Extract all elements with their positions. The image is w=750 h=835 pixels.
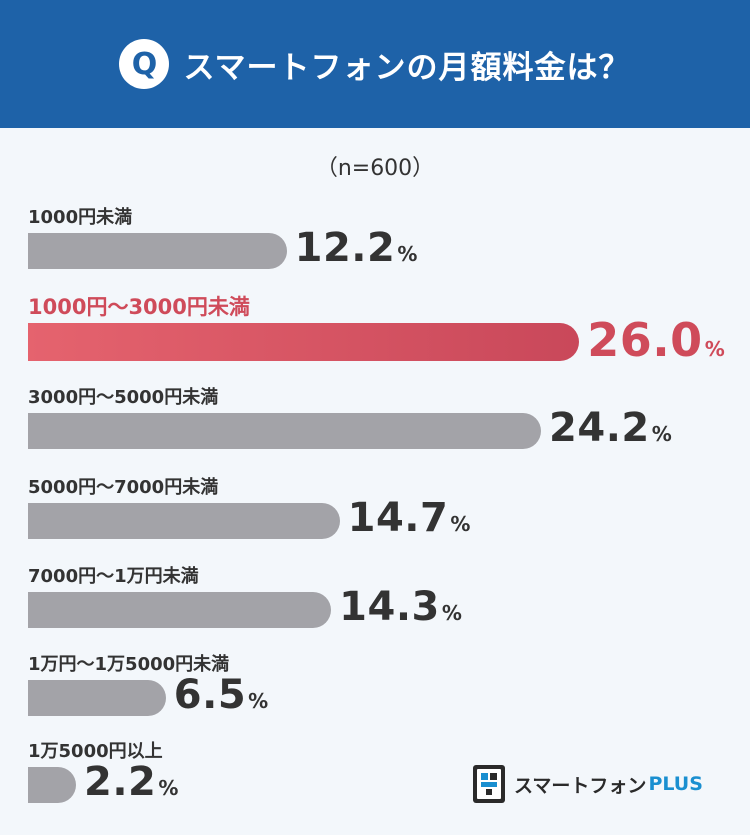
category-label: 7000円～1万円未満 <box>28 566 199 587</box>
category-label: 5000円～7000円未満 <box>28 477 219 498</box>
value-number: 2.2 <box>84 759 157 805</box>
bar <box>28 323 580 361</box>
category-label: 1万円～1万5000円未満 <box>28 654 230 675</box>
value-label: 14.3% <box>339 584 462 630</box>
value-unit: % <box>158 776 179 800</box>
value-unit: % <box>704 337 725 361</box>
value-label: 12.2% <box>295 225 418 271</box>
value-unit: % <box>450 512 471 536</box>
value-number: 6.5 <box>173 672 247 718</box>
value-number: 24.2 <box>549 405 650 451</box>
category-label: 1万5000円以上 <box>28 741 163 762</box>
value-label: 2.2% <box>84 759 178 805</box>
value-number: 14.7 <box>347 495 449 541</box>
value-number: 26.0 <box>587 313 703 367</box>
category-label: 1000円～3000円未満 <box>28 295 250 319</box>
bar <box>28 503 340 539</box>
bar <box>28 592 332 628</box>
logo-text-plus: PLUS <box>648 773 703 795</box>
value-number: 12.2 <box>294 225 396 271</box>
value-label: 26.0% <box>587 313 725 367</box>
sample-size-note: （n=600） <box>315 156 435 181</box>
category-label: 1000円未満 <box>28 207 133 228</box>
value-unit: % <box>248 689 269 713</box>
logo-text: スマートフォン <box>514 774 647 797</box>
value-unit: % <box>651 422 672 446</box>
value-unit: % <box>441 601 462 625</box>
chart-title: スマートフォンの月額料金は？ <box>183 49 631 86</box>
brand-logo: スマートフォン PLUS <box>472 764 703 804</box>
value-label: 14.7% <box>348 495 471 541</box>
bar <box>28 680 166 716</box>
smartphone-plus-logo-icon <box>473 765 505 803</box>
value-label: 6.5% <box>174 672 268 718</box>
value-label: 24.2% <box>549 405 672 451</box>
question-badge: Q <box>119 39 170 89</box>
bar <box>28 233 287 269</box>
header-banner: Q スマートフォンの月額料金は？ <box>0 0 750 128</box>
value-unit: % <box>397 242 418 266</box>
category-label: 3000円～5000円未満 <box>28 387 219 408</box>
value-number: 14.3 <box>339 584 440 630</box>
bar <box>28 767 76 803</box>
bar <box>28 413 542 449</box>
